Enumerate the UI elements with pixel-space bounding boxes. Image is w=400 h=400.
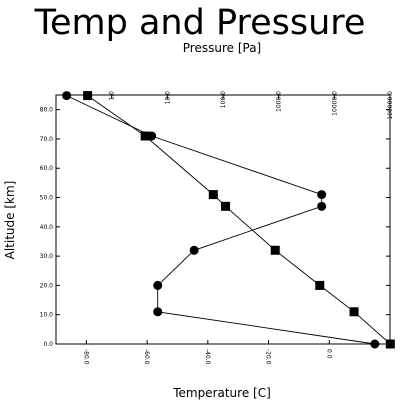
- data-point-circle: [189, 245, 199, 255]
- data-point-square: [385, 339, 395, 349]
- top-ticks: 1.0 10.0 100.0 1000.0 10000.0 100000.0: [109, 91, 394, 120]
- data-point-square: [140, 131, 150, 141]
- top-tick-label: 100000.0: [387, 91, 394, 120]
- data-point-square: [83, 91, 93, 101]
- bottom-axis-label: Temperature [C]: [172, 386, 271, 400]
- data-point-square: [315, 280, 325, 290]
- data-point-circle: [62, 91, 72, 101]
- y-ticks: 0.0 10.0 20.0 30.0 40.0 50.0 60.0 70.0 80.0: [40, 107, 390, 348]
- bottom-tick-label: -40.0: [204, 349, 211, 365]
- top-tick-label: 1.0: [109, 91, 116, 101]
- bottom-tick-label: -60.0: [143, 349, 150, 365]
- chart-title: Temp and Pressure: [34, 3, 366, 43]
- series-layer: [62, 91, 395, 349]
- data-point-square: [208, 190, 218, 200]
- y-tick-label: 30.0: [40, 253, 54, 260]
- bottom-tick-label: -20.0: [265, 349, 272, 365]
- y-tick-label: 10.0: [40, 312, 54, 319]
- y-tick-label: 0.0: [43, 341, 53, 348]
- top-axis-label: Pressure [Pa]: [183, 41, 261, 55]
- y-tick-label: 50.0: [40, 195, 54, 202]
- series-line-square: [87, 95, 391, 345]
- data-point-circle: [370, 339, 380, 349]
- bottom-tick-label: -80.0: [82, 349, 89, 365]
- series-line-circle: [66, 95, 375, 345]
- data-point-square: [270, 245, 280, 255]
- top-tick-label: 10.0: [164, 91, 171, 105]
- y-tick-label: 20.0: [40, 282, 54, 289]
- data-point-circle: [317, 190, 327, 200]
- plot-frame: [55, 94, 391, 345]
- top-tick-label: 1000.0: [276, 91, 283, 112]
- y-tick-label: 70.0: [40, 136, 54, 143]
- bottom-ticks: -80.0 -60.0 -40.0 -20.0 0.0: [82, 340, 332, 365]
- y-tick-label: 80.0: [40, 107, 54, 114]
- data-point-square: [221, 201, 231, 211]
- top-tick-label: 100.0: [220, 91, 227, 108]
- data-point-circle: [153, 280, 163, 290]
- data-point-circle: [317, 201, 327, 211]
- data-point-circle: [153, 307, 163, 317]
- y-tick-label: 40.0: [40, 224, 54, 231]
- bottom-tick-label: 0.0: [325, 349, 332, 359]
- data-point-square: [349, 307, 359, 317]
- top-tick-label: 10000.0: [331, 91, 338, 116]
- y-tick-label: 60.0: [40, 165, 54, 172]
- y-axis-label: Altitude [km]: [3, 181, 17, 260]
